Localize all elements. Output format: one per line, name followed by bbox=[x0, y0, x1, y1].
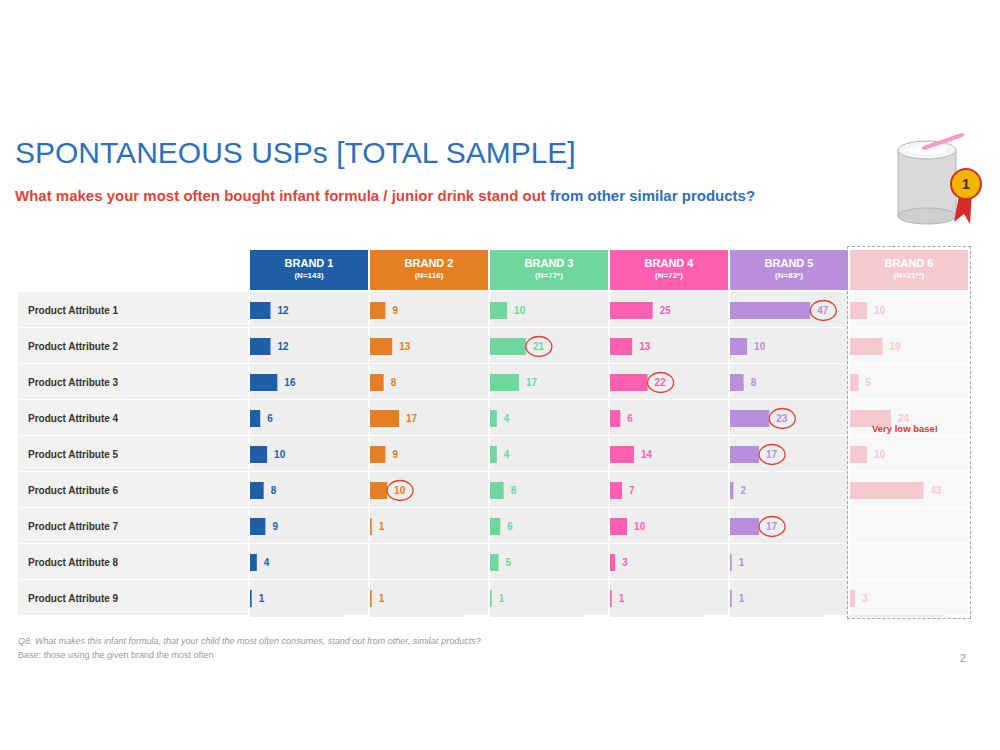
html-text:BRAND 4: BRAND 4 bbox=[644, 257, 694, 269]
svg-text:25: 25 bbox=[660, 305, 672, 316]
html-text:(N=77*): (N=77*) bbox=[535, 271, 563, 280]
svg-text:19: 19 bbox=[889, 341, 901, 352]
svg-text:10: 10 bbox=[634, 521, 646, 532]
svg-text:8: 8 bbox=[511, 485, 517, 496]
svg-text:4: 4 bbox=[504, 449, 510, 460]
svg-text:5: 5 bbox=[866, 377, 872, 388]
svg-text:1: 1 bbox=[739, 593, 745, 604]
svg-text:1: 1 bbox=[739, 557, 745, 568]
html-text:Very low base!: Very low base! bbox=[872, 423, 938, 434]
html-text:Q8. What makes this infant for: Q8. What makes this infant formula, that… bbox=[18, 636, 481, 646]
svg-text:17: 17 bbox=[766, 449, 778, 460]
svg-text:10: 10 bbox=[874, 305, 886, 316]
svg-text:4: 4 bbox=[504, 413, 510, 424]
svg-text:10: 10 bbox=[754, 341, 766, 352]
svg-text:10: 10 bbox=[514, 305, 526, 316]
svg-text:8: 8 bbox=[391, 377, 397, 388]
svg-text:Product Attribute 5: Product Attribute 5 bbox=[28, 449, 119, 460]
svg-text:Product Attribute 9: Product Attribute 9 bbox=[28, 593, 119, 604]
svg-text:3: 3 bbox=[862, 593, 868, 604]
svg-text:13: 13 bbox=[639, 341, 651, 352]
html-text:(N=72*): (N=72*) bbox=[655, 271, 683, 280]
html-text:(N=143): (N=143) bbox=[294, 271, 324, 280]
svg-text:Product Attribute 4: Product Attribute 4 bbox=[28, 413, 119, 424]
svg-text:5: 5 bbox=[506, 557, 512, 568]
svg-text:1: 1 bbox=[619, 593, 625, 604]
html-text:BRAND 2: BRAND 2 bbox=[404, 257, 454, 269]
svg-text:43: 43 bbox=[930, 485, 942, 496]
svg-text:17: 17 bbox=[406, 413, 418, 424]
svg-text:2: 2 bbox=[740, 485, 746, 496]
html-text:2: 2 bbox=[960, 652, 967, 664]
html-text:(N=83*): (N=83*) bbox=[775, 271, 803, 280]
svg-text:17: 17 bbox=[526, 377, 538, 388]
svg-text:6: 6 bbox=[267, 413, 273, 424]
svg-text:1: 1 bbox=[962, 176, 970, 192]
svg-text:16: 16 bbox=[284, 377, 296, 388]
svg-text:24: 24 bbox=[898, 413, 910, 424]
svg-text:1: 1 bbox=[259, 593, 265, 604]
svg-text:8: 8 bbox=[271, 485, 277, 496]
svg-text:Product Attribute 1: Product Attribute 1 bbox=[28, 305, 119, 316]
svg-text:4: 4 bbox=[264, 557, 270, 568]
svg-text:9: 9 bbox=[392, 305, 398, 316]
html-text:BRAND 1: BRAND 1 bbox=[284, 257, 334, 269]
svg-text:47: 47 bbox=[817, 305, 829, 316]
html-text:BRAND 3: BRAND 3 bbox=[524, 257, 574, 269]
html-text:Base: those using the given br: Base: those using the given brand the mo… bbox=[18, 650, 214, 660]
svg-text:9: 9 bbox=[272, 521, 278, 532]
svg-text:10: 10 bbox=[274, 449, 286, 460]
svg-text:9: 9 bbox=[392, 449, 398, 460]
svg-text:13: 13 bbox=[399, 341, 411, 352]
svg-text:12: 12 bbox=[278, 341, 290, 352]
html-text:(N=116): (N=116) bbox=[414, 271, 444, 280]
svg-text:3: 3 bbox=[622, 557, 628, 568]
html-text:SPONTANEOUS USPs [TOTAL SAMPLE: SPONTANEOUS USPs [TOTAL SAMPLE] bbox=[15, 136, 576, 169]
svg-text:Product Attribute 6: Product Attribute 6 bbox=[28, 485, 119, 496]
svg-text:10: 10 bbox=[874, 449, 886, 460]
html-text:(N=21**): (N=21**) bbox=[893, 271, 925, 280]
svg-text:Product Attribute 8: Product Attribute 8 bbox=[28, 557, 119, 568]
svg-text:6: 6 bbox=[627, 413, 633, 424]
svg-text:Product Attribute 7: Product Attribute 7 bbox=[28, 521, 119, 532]
html-text:What makes your most often bou: What makes your most often bought infant… bbox=[15, 187, 755, 204]
html-text:BRAND 6: BRAND 6 bbox=[884, 257, 934, 269]
svg-text:14: 14 bbox=[641, 449, 653, 460]
svg-text:6: 6 bbox=[507, 521, 513, 532]
svg-text:1: 1 bbox=[379, 593, 385, 604]
svg-text:21: 21 bbox=[533, 341, 545, 352]
svg-text:Product Attribute 3: Product Attribute 3 bbox=[28, 377, 119, 388]
svg-text:10: 10 bbox=[394, 485, 406, 496]
svg-text:17: 17 bbox=[766, 521, 778, 532]
svg-text:23: 23 bbox=[776, 413, 788, 424]
svg-text:Product Attribute 2: Product Attribute 2 bbox=[28, 341, 119, 352]
svg-text:1: 1 bbox=[379, 521, 385, 532]
svg-text:22: 22 bbox=[655, 377, 667, 388]
html-text:BRAND 5: BRAND 5 bbox=[764, 257, 814, 269]
svg-text:12: 12 bbox=[278, 305, 290, 316]
svg-text:1: 1 bbox=[499, 593, 505, 604]
svg-text:7: 7 bbox=[629, 485, 635, 496]
svg-text:8: 8 bbox=[751, 377, 757, 388]
